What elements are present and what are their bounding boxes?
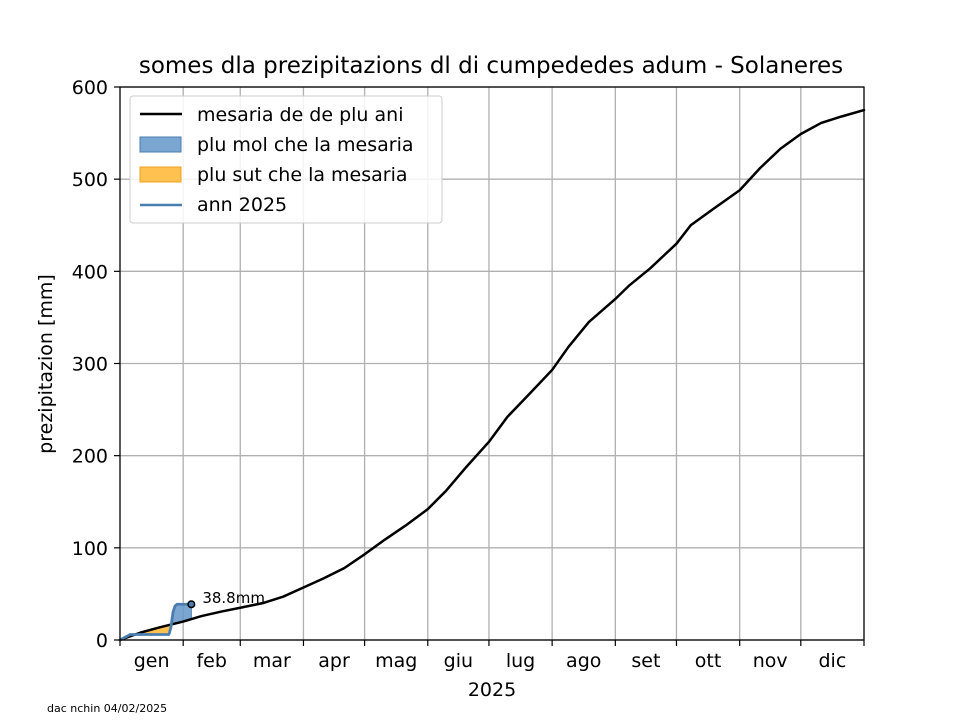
y-tick-label: 500 (72, 169, 108, 191)
x-tick-label: lug (506, 650, 535, 672)
legend-above-swatch (139, 136, 182, 153)
y-tick-label: 200 (72, 446, 108, 468)
legend: mesaria de de plu ani plu mol che la mes… (129, 95, 443, 224)
legend-box (129, 95, 443, 224)
x-tick-label: ott (695, 650, 722, 672)
y-tick-label: 0 (96, 630, 108, 652)
mean-series-line (118, 108, 866, 642)
x-tick-label: set (631, 650, 660, 672)
x-tick-label: gen (134, 650, 170, 672)
y-tick-label: 400 (72, 261, 108, 283)
x-tick-label: giu (444, 650, 473, 672)
x-tick-label: mar (253, 650, 291, 672)
x-tick-label: apr (318, 650, 350, 672)
legend-year-label: ann 2025 (197, 194, 287, 216)
footer-date: dac nchin 04/02/2025 (47, 702, 167, 715)
x-tick-label: feb (196, 650, 226, 672)
x-tick-label: mag (375, 650, 417, 672)
x-axis-ticks: gen feb mar apr mag giu lug ago set ott nov dic (119, 640, 865, 672)
y-tick-label: 600 (72, 77, 108, 99)
x-axis-label: 2025 (468, 679, 516, 701)
legend-below-label: plu sut che la mesaria (197, 164, 408, 186)
y-axis-ticks: 0 100 200 300 400 500 600 (72, 77, 120, 652)
last-value-marker (187, 600, 196, 609)
y-tick-label: 300 (72, 354, 108, 376)
x-tick-label: nov (753, 650, 788, 672)
chart-title: somes dla prezipitazions dl di cumpedede… (139, 53, 843, 79)
year-2025-series-line (118, 602, 193, 642)
legend-above-label: plu mol che la mesaria (197, 134, 414, 156)
y-tick-label: 100 (72, 538, 108, 560)
series-lines (118, 108, 866, 642)
legend-mean-label: mesaria de de plu ani (197, 104, 403, 126)
x-tick-label: ago (566, 650, 601, 672)
y-axis-label: prezipitazion [mm] (35, 274, 57, 454)
annotation-group: 38.8mm (187, 589, 265, 609)
legend-below-swatch (139, 166, 182, 183)
x-tick-label: dic (819, 650, 847, 672)
last-value-label: 38.8mm (202, 589, 265, 607)
